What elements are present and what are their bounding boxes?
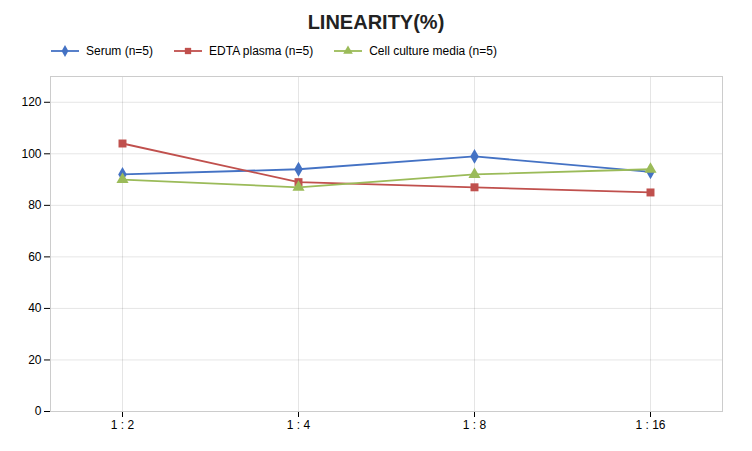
svg-text:0: 0 [35, 404, 42, 418]
svg-text:1 : 4: 1 : 4 [287, 418, 311, 432]
svg-text:100: 100 [21, 147, 41, 161]
svg-text:20: 20 [28, 353, 42, 367]
svg-text:120: 120 [21, 95, 41, 109]
svg-text:80: 80 [28, 198, 42, 212]
html-text:LINEARITY(%): LINEARITY(%) [307, 11, 445, 33]
svg-text:1 : 8: 1 : 8 [463, 418, 487, 432]
html-text:EDTA plasma (n=5): EDTA plasma (n=5) [209, 44, 314, 58]
svg-text:60: 60 [28, 250, 42, 264]
html-text:Serum (n=5): Serum (n=5) [86, 44, 153, 58]
html-text:Cell culture media (n=5): Cell culture media (n=5) [369, 44, 497, 58]
svg-text:40: 40 [28, 301, 42, 315]
svg-text:1 : 16: 1 : 16 [635, 418, 665, 432]
svg-text:1 : 2: 1 : 2 [111, 418, 135, 432]
